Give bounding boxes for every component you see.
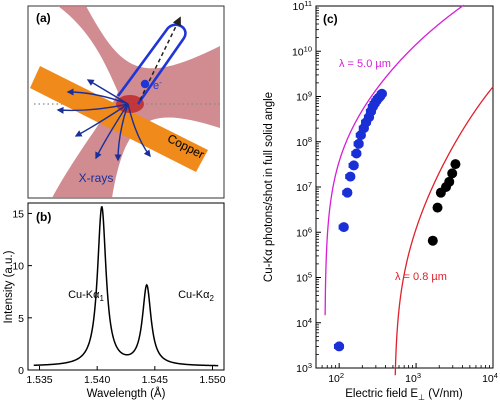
spectrum-line — [33, 206, 219, 367]
data-point-series-0 — [353, 138, 364, 149]
data-point-series-0 — [376, 88, 387, 99]
y-tick-label: 103 — [296, 361, 312, 375]
panel-c-x-ticks: 102 103 104 — [321, 363, 498, 385]
model-curve-1 — [394, 86, 494, 376]
panel-b: (b) 1.535 1.540 1.545 1.550 0 5 10 15 Cu-Kα1 C… — [3, 202, 226, 400]
y-tick-label: 5 — [18, 313, 24, 325]
panel-c-y-axis-label: Cu-Kα photons/shot in full solid angle — [263, 92, 275, 282]
panel-b-x-ticks: 1.535 1.540 1.545 1.550 — [26, 366, 226, 386]
y-tick-label: 1011 — [293, 0, 312, 13]
x-tick-label: 102 — [328, 371, 344, 385]
data-point-series-0 — [334, 341, 345, 352]
y-tick-label: 106 — [296, 225, 312, 239]
x-tick-label: 1.535 — [26, 374, 52, 386]
x-tick-label: 1.540 — [84, 374, 110, 386]
data-point-series-0 — [338, 222, 349, 233]
y-tick-label: 105 — [296, 271, 312, 285]
panel-c: (c) 102 103 104 10310410510610710810910101… — [263, 0, 498, 402]
y-tick-label: 1010 — [292, 44, 312, 58]
panel-b-label: (b) — [36, 210, 51, 224]
x-tick-label: 1.550 — [199, 374, 225, 386]
electron-trajectory — [116, 23, 187, 105]
x-tick-label: 104 — [482, 371, 498, 385]
panel-b-y-ticks: 0 5 10 15 — [12, 208, 32, 377]
electron-dot — [140, 79, 150, 89]
xrays-label: X-rays — [79, 171, 114, 185]
data-point-series-1 — [450, 159, 461, 170]
data-point-series-1 — [447, 168, 458, 179]
hot-spot — [116, 95, 144, 113]
panel-c-label: (c) — [323, 12, 338, 26]
panel-c-frame — [315, 5, 494, 369]
panel-b-frame — [27, 202, 225, 371]
y-tick-label: 15 — [12, 208, 24, 220]
y-tick-label: 109 — [296, 90, 312, 104]
curve-label-5um: λ = 5.0 µm — [339, 58, 391, 70]
model-curve-0 — [324, 4, 465, 316]
xray-arrows — [56, 79, 151, 162]
x-tick-label: 103 — [405, 371, 421, 385]
curve-label-0p8um: λ = 0.8 µm — [395, 271, 447, 283]
panel-c-data-points — [333, 88, 461, 352]
data-point-series-0 — [345, 171, 356, 182]
y-tick-label: 107 — [296, 180, 312, 194]
data-point-series-0 — [348, 160, 359, 171]
y-tick-label: 0 — [18, 365, 24, 377]
peak-label-ka1: Cu-Kα1 — [68, 289, 104, 303]
data-point-series-0 — [351, 148, 362, 159]
data-point-series-0 — [342, 187, 353, 198]
electron-label: e- — [153, 78, 162, 92]
y-tick-label: 104 — [296, 316, 312, 330]
y-tick-label: 10 — [12, 261, 24, 273]
data-point-series-1 — [432, 202, 443, 213]
peak-label-ka2: Cu-Kα2 — [178, 289, 214, 303]
panel-b-x-axis-label: Wavelength (Å) — [87, 387, 166, 400]
panel-c-x-axis-label: Electric field E⊥ (V/nm) — [345, 388, 463, 402]
panel-a-label: (a) — [36, 11, 51, 25]
x-tick-label: 1.545 — [142, 374, 168, 386]
y-tick-label: 108 — [296, 135, 312, 149]
panel-c-model-curves — [324, 4, 494, 376]
panel-a: e- (a) Copper X-rays — [27, 5, 225, 199]
panel-c-y-ticks: 103 104 105 106 107 108 109 1010 1011 — [292, 0, 321, 375]
panel-b-y-axis-label: Intensity (a.u.) — [3, 250, 15, 323]
data-point-series-1 — [444, 176, 455, 187]
data-point-series-1 — [427, 235, 438, 246]
